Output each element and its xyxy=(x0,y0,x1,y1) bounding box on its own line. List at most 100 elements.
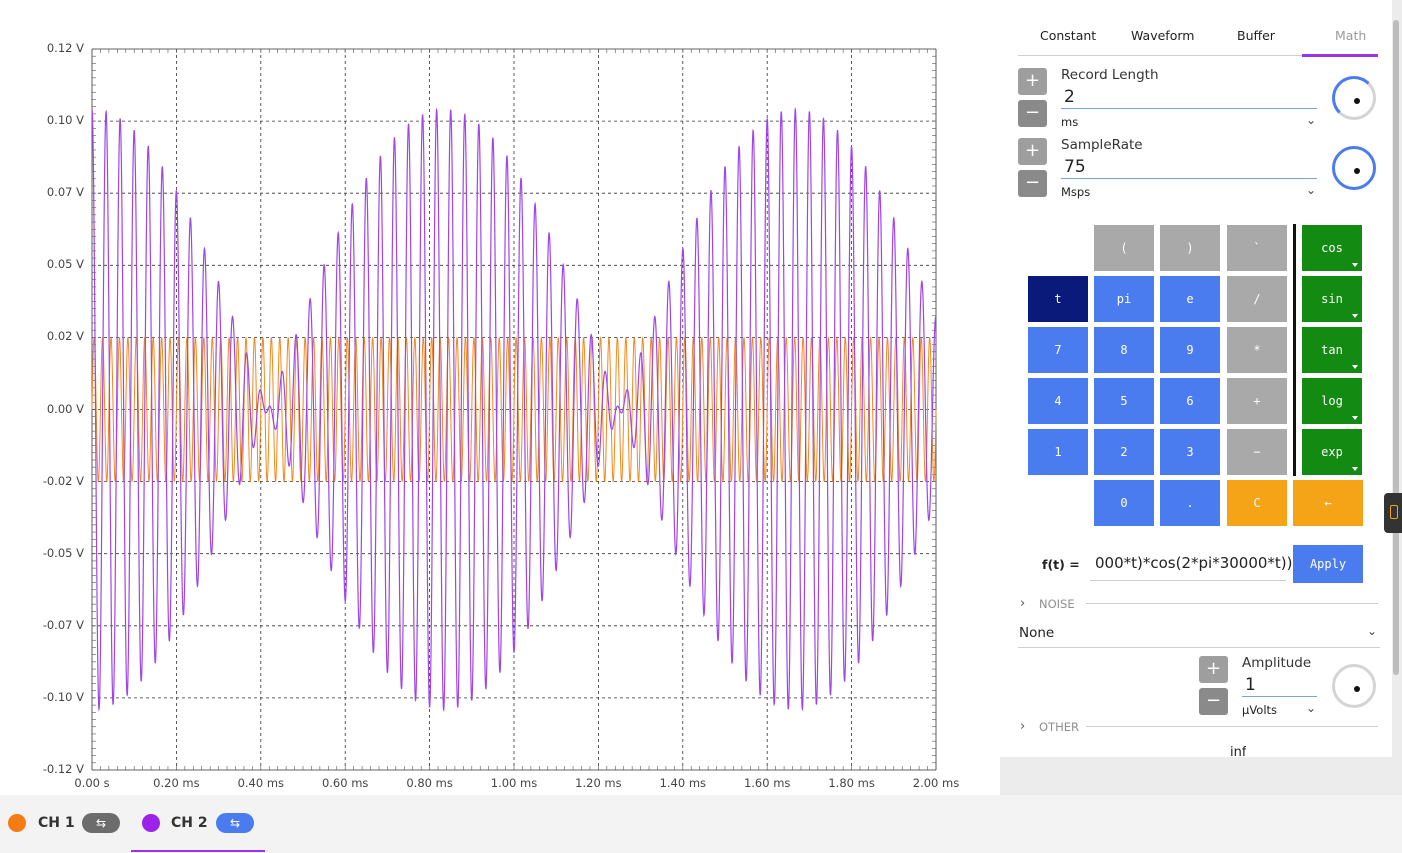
ch2-trace xyxy=(91,106,937,713)
other-value-text: inf xyxy=(1230,745,1247,757)
record-length-underline xyxy=(1061,108,1317,109)
chevron-down-icon[interactable]: ⌄ xyxy=(1367,624,1378,638)
key-3[interactable]: 3 xyxy=(1160,429,1220,475)
x-tick-label: 0.60 ms xyxy=(321,776,369,790)
amplitude-label: Amplitude xyxy=(1242,655,1312,671)
side-panel-handle[interactable] xyxy=(1384,493,1402,533)
formula-underline xyxy=(1090,580,1286,581)
key-5[interactable]: 5 xyxy=(1094,378,1154,424)
key-open-paren[interactable]: ( xyxy=(1094,225,1154,271)
sample-rate-input[interactable]: 75 xyxy=(1064,157,1086,177)
knob-dot-icon xyxy=(1354,168,1360,174)
plot-area[interactable]: 0.12 V 0.10 V 0.07 V 0.05 V 0.02 V 0.00 V -0.0… xyxy=(0,0,1000,795)
amplitude-minus-button[interactable]: − xyxy=(1199,688,1228,715)
sample-rate-label: SampleRate xyxy=(1061,137,1143,153)
y-tick-label: 0.12 V xyxy=(46,41,84,55)
oscilloscope-plot[interactable] xyxy=(0,0,1000,795)
key-e[interactable]: e xyxy=(1160,276,1220,322)
key-sin[interactable]: sin xyxy=(1302,276,1362,322)
x-tick-label: 2.00 ms xyxy=(912,776,960,790)
chevron-right-icon[interactable]: › xyxy=(1020,596,1026,611)
key-tan-label: tan xyxy=(1321,343,1343,357)
key-pi[interactable]: pi xyxy=(1094,276,1154,322)
key-4[interactable]: 4 xyxy=(1028,378,1088,424)
apply-button[interactable]: Apply xyxy=(1293,545,1363,583)
key-exp[interactable]: exp xyxy=(1302,429,1362,475)
ch1-settings-button[interactable]: ⇆ xyxy=(82,813,120,833)
sliders-icon: ⇆ xyxy=(95,816,107,830)
noise-section-title[interactable]: NOISE xyxy=(1039,597,1075,611)
key-tan[interactable]: tan xyxy=(1302,327,1362,373)
x-tick-label: 0.80 ms xyxy=(406,776,453,790)
noise-select[interactable]: None xyxy=(1019,625,1055,641)
x-tick-label: 1.00 ms xyxy=(490,776,538,790)
record-length-minus-button[interactable]: − xyxy=(1018,100,1047,127)
y-tick-label: 0.10 V xyxy=(46,113,84,128)
chevron-down-icon[interactable]: ⌄ xyxy=(1306,113,1317,127)
x-tick-label: 0.40 ms xyxy=(237,776,285,790)
plus-icon: + xyxy=(1024,70,1041,91)
key-minus[interactable]: − xyxy=(1227,429,1287,475)
key-close-paren[interactable]: ) xyxy=(1160,225,1220,271)
key-backtick[interactable]: ` xyxy=(1227,225,1287,271)
y-tick-label: -0.10 V xyxy=(42,689,84,704)
key-backspace[interactable]: ← xyxy=(1293,480,1363,526)
key-1[interactable]: 1 xyxy=(1028,429,1088,475)
other-value-partial: inf xyxy=(1230,745,1246,757)
key-7[interactable]: 7 xyxy=(1028,327,1088,373)
ch2-settings-button[interactable]: ⇆ xyxy=(216,813,254,833)
x-tick-label: 1.60 ms xyxy=(743,776,791,790)
tab-constant[interactable]: Constant xyxy=(1040,28,1097,43)
amplitude-input[interactable]: 1 xyxy=(1245,675,1256,695)
key-8[interactable]: 8 xyxy=(1094,327,1154,373)
tab-buffer[interactable]: Buffer xyxy=(1237,28,1275,43)
minus-icon: − xyxy=(1205,690,1222,711)
key-divide[interactable]: / xyxy=(1227,276,1287,322)
sample-rate-plus-button[interactable]: + xyxy=(1018,138,1047,165)
key-t[interactable]: t xyxy=(1028,276,1088,322)
record-length-knob[interactable] xyxy=(1332,76,1376,120)
sample-rate-minus-button[interactable]: − xyxy=(1018,170,1047,197)
other-divider xyxy=(1086,726,1378,727)
record-length-plus-button[interactable]: + xyxy=(1018,68,1047,95)
sample-rate-unit-select[interactable]: Msps xyxy=(1061,185,1091,199)
plus-icon: + xyxy=(1024,140,1041,161)
chevron-down-icon[interactable]: ⌄ xyxy=(1306,183,1317,197)
key-cos-label: cos xyxy=(1321,241,1343,255)
ch1-color-indicator[interactable] xyxy=(8,814,26,832)
key-2[interactable]: 2 xyxy=(1094,429,1154,475)
y-tick-label: -0.05 V xyxy=(42,545,84,560)
chevron-down-icon[interactable]: ⌄ xyxy=(1306,701,1317,715)
amplitude-knob[interactable] xyxy=(1332,664,1376,708)
key-plus[interactable]: + xyxy=(1227,378,1287,424)
tab-math[interactable]: Math xyxy=(1335,28,1367,43)
key-log[interactable]: log xyxy=(1302,378,1362,424)
sample-rate-knob[interactable] xyxy=(1332,146,1376,190)
ch2-label[interactable]: CH 2 xyxy=(171,815,208,831)
key-clear[interactable]: C xyxy=(1227,480,1287,526)
x-tick-label: 1.20 ms xyxy=(575,776,622,790)
ch1-trace xyxy=(91,337,937,482)
knob-dot-icon xyxy=(1354,98,1360,104)
other-section-title[interactable]: OTHER xyxy=(1039,720,1079,734)
key-dot[interactable]: . xyxy=(1160,480,1220,526)
record-length-unit-select[interactable]: ms xyxy=(1061,115,1079,129)
ch1-label[interactable]: CH 1 xyxy=(38,815,75,831)
key-cos[interactable]: cos xyxy=(1302,225,1362,271)
panel-scrollbar[interactable] xyxy=(1393,20,1399,675)
key-6[interactable]: 6 xyxy=(1160,378,1220,424)
record-length-label: Record Length xyxy=(1061,67,1159,83)
key-exp-label: exp xyxy=(1321,445,1343,459)
amplitude-plus-button[interactable]: + xyxy=(1199,656,1228,683)
amplitude-unit-select[interactable]: μVolts xyxy=(1242,703,1278,717)
key-9[interactable]: 9 xyxy=(1160,327,1220,373)
tab-waveform[interactable]: Waveform xyxy=(1131,28,1195,43)
y-tick-label: 0.02 V xyxy=(46,329,84,344)
key-multiply[interactable]: * xyxy=(1227,327,1287,373)
keypad-divider xyxy=(1293,224,1296,476)
chevron-right-icon[interactable]: › xyxy=(1020,719,1026,734)
formula-input[interactable]: 000*t)*cos(2*pi*30000*t)) xyxy=(1095,554,1293,572)
record-length-input[interactable]: 2 xyxy=(1064,87,1075,107)
key-0[interactable]: 0 xyxy=(1094,480,1154,526)
ch2-color-indicator[interactable] xyxy=(142,814,160,832)
